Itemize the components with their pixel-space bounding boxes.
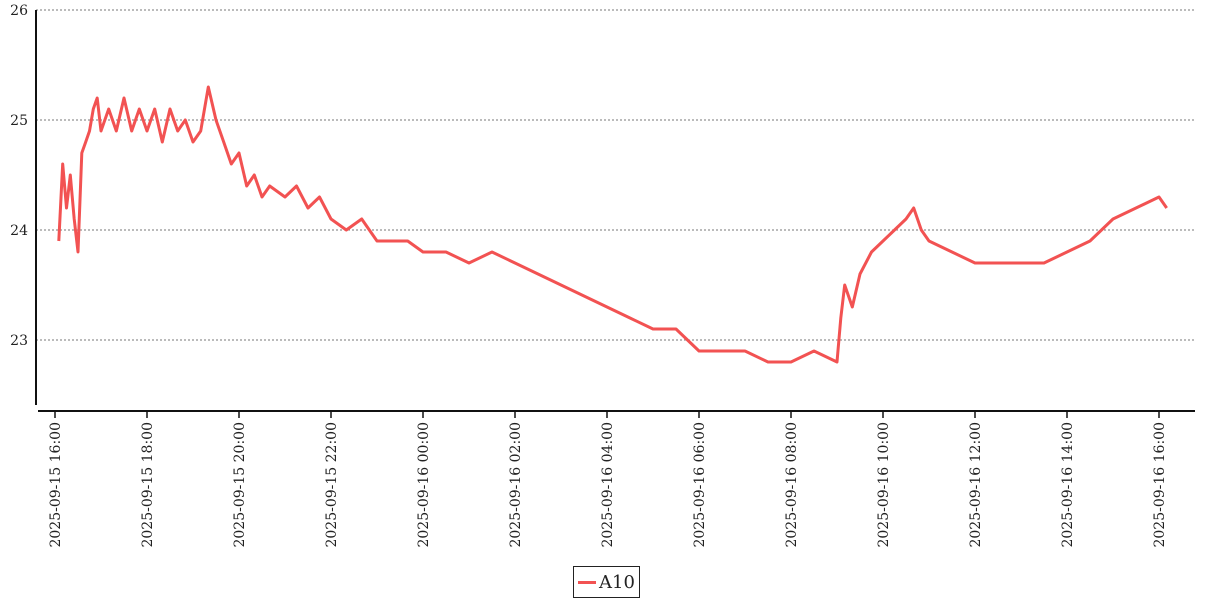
- x-tick-label-5: 2025-09-16 02:00: [508, 422, 524, 548]
- gridlines: [36, 9, 1195, 341]
- x-tick-label-1: 2025-09-15 18:00: [140, 422, 156, 548]
- x-tick-label-4: 2025-09-16 00:00: [416, 422, 432, 548]
- y-axis-tick-labels: 23 24 25 26: [10, 3, 28, 349]
- x-tick-label-10: 2025-09-16 12:00: [968, 422, 984, 548]
- x-tick-label-3: 2025-09-15 22:00: [324, 422, 340, 548]
- legend: A10: [573, 566, 640, 598]
- x-tick-label-6: 2025-09-16 04:00: [600, 422, 616, 548]
- x-axis-tick-labels: 2025-09-15 16:00 2025-09-15 18:00 2025-09-…: [48, 411, 1168, 548]
- legend-swatch-a10: [578, 580, 596, 584]
- series-line-a10: [57, 85, 1168, 364]
- y-tick-label-1: 24: [10, 223, 28, 239]
- x-tick-label-0: 2025-09-15 16:00: [48, 422, 64, 548]
- x-tick-label-12: 2025-09-16 16:00: [1152, 422, 1168, 548]
- y-tick-label-3: 26: [10, 3, 28, 19]
- axes: [35, 10, 1195, 412]
- x-tick-label-8: 2025-09-16 08:00: [784, 422, 800, 548]
- x-tick-label-11: 2025-09-16 14:00: [1060, 422, 1076, 548]
- x-tick-label-7: 2025-09-16 06:00: [692, 422, 708, 548]
- legend-label-a10: A10: [599, 571, 635, 593]
- x-tick-label-9: 2025-09-16 10:00: [876, 422, 892, 548]
- series-layer: [57, 85, 1168, 364]
- x-tick-label-2: 2025-09-15 20:00: [232, 422, 248, 548]
- y-tick-label-0: 23: [10, 333, 28, 349]
- y-tick-label-2: 25: [10, 113, 28, 129]
